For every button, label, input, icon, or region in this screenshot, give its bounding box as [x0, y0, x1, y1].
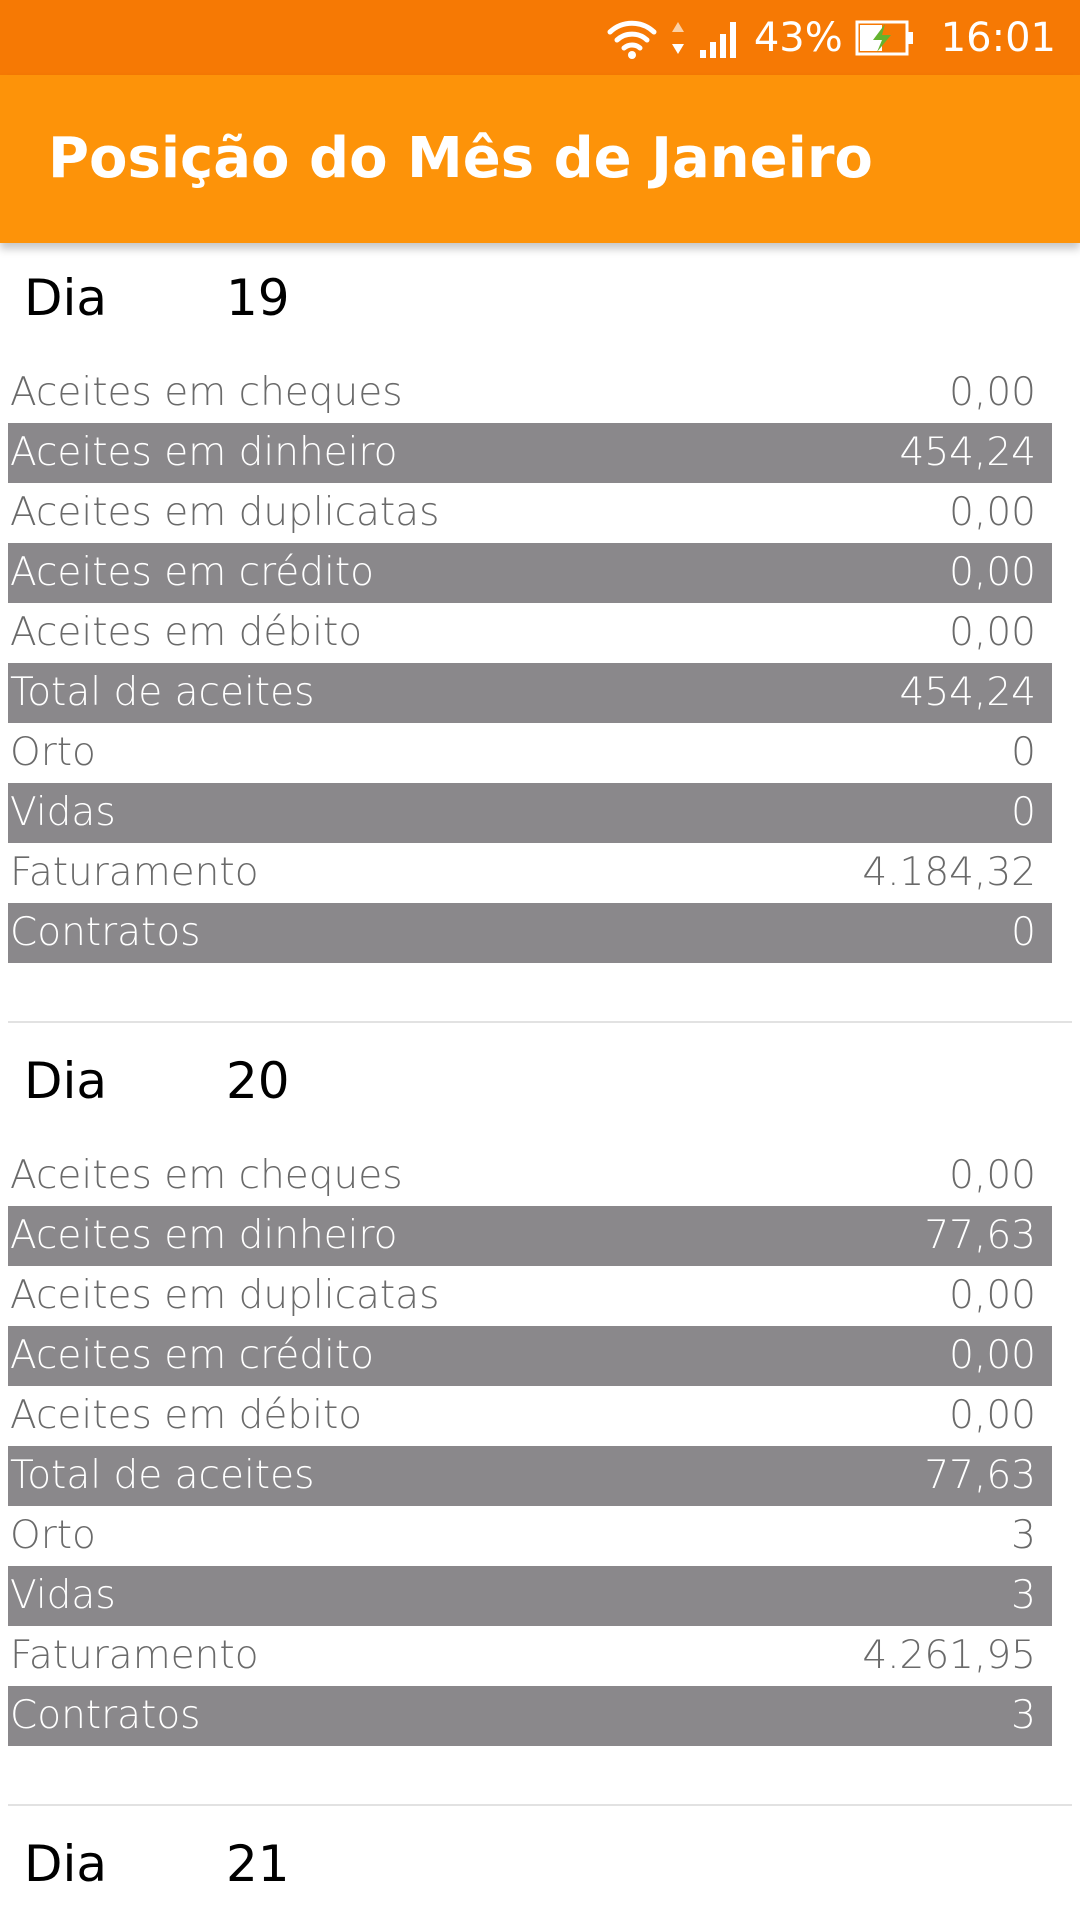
row-label: Aceites em crédito	[10, 1333, 375, 1378]
day-section: Dia 19 Aceites em cheques 0,00 Aceites em…	[0, 243, 1080, 1013]
day-number: 19	[226, 269, 290, 327]
row-label: Orto	[10, 730, 96, 775]
row-value: 0,00	[949, 1333, 1036, 1378]
row-value: 3	[1011, 1513, 1036, 1558]
day-rows: Aceites em cheques 0,00 Aceites em dinhei…	[8, 363, 1052, 963]
row-label: Vidas	[10, 1573, 116, 1618]
battery-percent: 43%	[753, 14, 843, 61]
row-value: 0	[1011, 790, 1036, 835]
list-item: Vidas 3	[8, 1566, 1052, 1626]
row-label: Aceites em dinheiro	[10, 1213, 398, 1258]
row-value: 454,24	[899, 430, 1036, 475]
row-value: 0,00	[949, 1153, 1036, 1198]
row-value: 0	[1011, 910, 1036, 955]
list-item: Faturamento 4.184,32	[8, 843, 1052, 903]
app-bar: Posição do Mês de Janeiro	[0, 75, 1080, 243]
list-item: Aceites em débito 0,00	[8, 1386, 1052, 1446]
section-divider	[8, 1021, 1072, 1023]
signal-icon	[698, 16, 742, 60]
day-label: Dia	[24, 1052, 108, 1110]
row-label: Vidas	[10, 790, 116, 835]
list-item: Orto 3	[8, 1506, 1052, 1566]
row-label: Total de aceites	[10, 1453, 315, 1498]
row-value: 4.261,95	[862, 1633, 1036, 1678]
page-title: Posição do Mês de Janeiro	[48, 126, 873, 191]
row-value: 3	[1011, 1693, 1036, 1738]
list-item: Contratos 3	[8, 1686, 1052, 1746]
list-item: Aceites em duplicatas 0,00	[8, 483, 1052, 543]
list-item: Aceites em dinheiro 454,24	[8, 423, 1052, 483]
list-item: Vidas 0	[8, 783, 1052, 843]
day-section: Dia 20 Aceites em cheques 0,00 Aceites em…	[0, 1026, 1080, 1796]
row-label: Aceites em débito	[10, 1393, 363, 1438]
day-label: Dia	[24, 269, 108, 327]
row-label: Aceites em duplicatas	[10, 1273, 440, 1318]
list-item: Total de aceites 77,63	[8, 1446, 1052, 1506]
list-item: Faturamento 4.261,95	[8, 1626, 1052, 1686]
wifi-icon	[606, 16, 658, 60]
day-rows: Aceites em cheques 0,00 Aceites em dinhei…	[8, 1146, 1052, 1746]
list-item: Aceites em cheques 0,00	[8, 1146, 1052, 1206]
list-item: Total de aceites 454,24	[8, 663, 1052, 723]
row-value: 3	[1011, 1573, 1036, 1618]
row-label: Orto	[10, 1513, 96, 1558]
clock-time: 16:01	[940, 14, 1056, 61]
row-value: 0	[1011, 730, 1036, 775]
row-value: 0,00	[949, 490, 1036, 535]
battery-charging-icon	[855, 18, 915, 58]
row-label: Total de aceites	[10, 670, 315, 715]
row-value: 0,00	[949, 610, 1036, 655]
row-value: 454,24	[899, 670, 1036, 715]
days-list[interactable]: Dia 19 Aceites em cheques 0,00 Aceites em…	[0, 243, 1080, 1920]
list-item: Aceites em débito 0,00	[8, 603, 1052, 663]
row-label: Contratos	[10, 1693, 201, 1738]
row-label: Faturamento	[10, 1633, 259, 1678]
status-bar: 43% 16:01	[0, 0, 1080, 75]
list-item: Aceites em duplicatas 0,00	[8, 1266, 1052, 1326]
status-icons: 43% 16:01	[606, 0, 1056, 75]
row-value: 0,00	[949, 1393, 1036, 1438]
row-label: Aceites em duplicatas	[10, 490, 440, 535]
list-item: Orto 0	[8, 723, 1052, 783]
list-item: Aceites em cheques 0,00	[8, 363, 1052, 423]
list-item: Contratos 0	[8, 903, 1052, 963]
row-label: Faturamento	[10, 850, 259, 895]
row-label: Aceites em dinheiro	[10, 430, 398, 475]
list-item: Aceites em crédito 0,00	[8, 1326, 1052, 1386]
day-number: 20	[226, 1052, 290, 1110]
row-label: Aceites em crédito	[10, 550, 375, 595]
row-label: Aceites em débito	[10, 610, 363, 655]
row-value: 77,63	[924, 1453, 1036, 1498]
row-value: 0,00	[949, 550, 1036, 595]
section-divider	[8, 1804, 1072, 1806]
day-label: Dia	[24, 1835, 108, 1893]
row-value: 0,00	[949, 1273, 1036, 1318]
row-label: Aceites em cheques	[10, 1153, 403, 1198]
list-item: Aceites em dinheiro 77,63	[8, 1206, 1052, 1266]
list-item: Aceites em crédito 0,00	[8, 543, 1052, 603]
row-label: Aceites em cheques	[10, 370, 403, 415]
day-number: 21	[226, 1835, 290, 1893]
data-arrows-icon	[670, 18, 686, 58]
row-label: Contratos	[10, 910, 201, 955]
row-value: 4.184,32	[862, 850, 1036, 895]
day-section: Dia 21	[0, 1809, 1080, 1920]
row-value: 0,00	[949, 370, 1036, 415]
row-value: 77,63	[924, 1213, 1036, 1258]
